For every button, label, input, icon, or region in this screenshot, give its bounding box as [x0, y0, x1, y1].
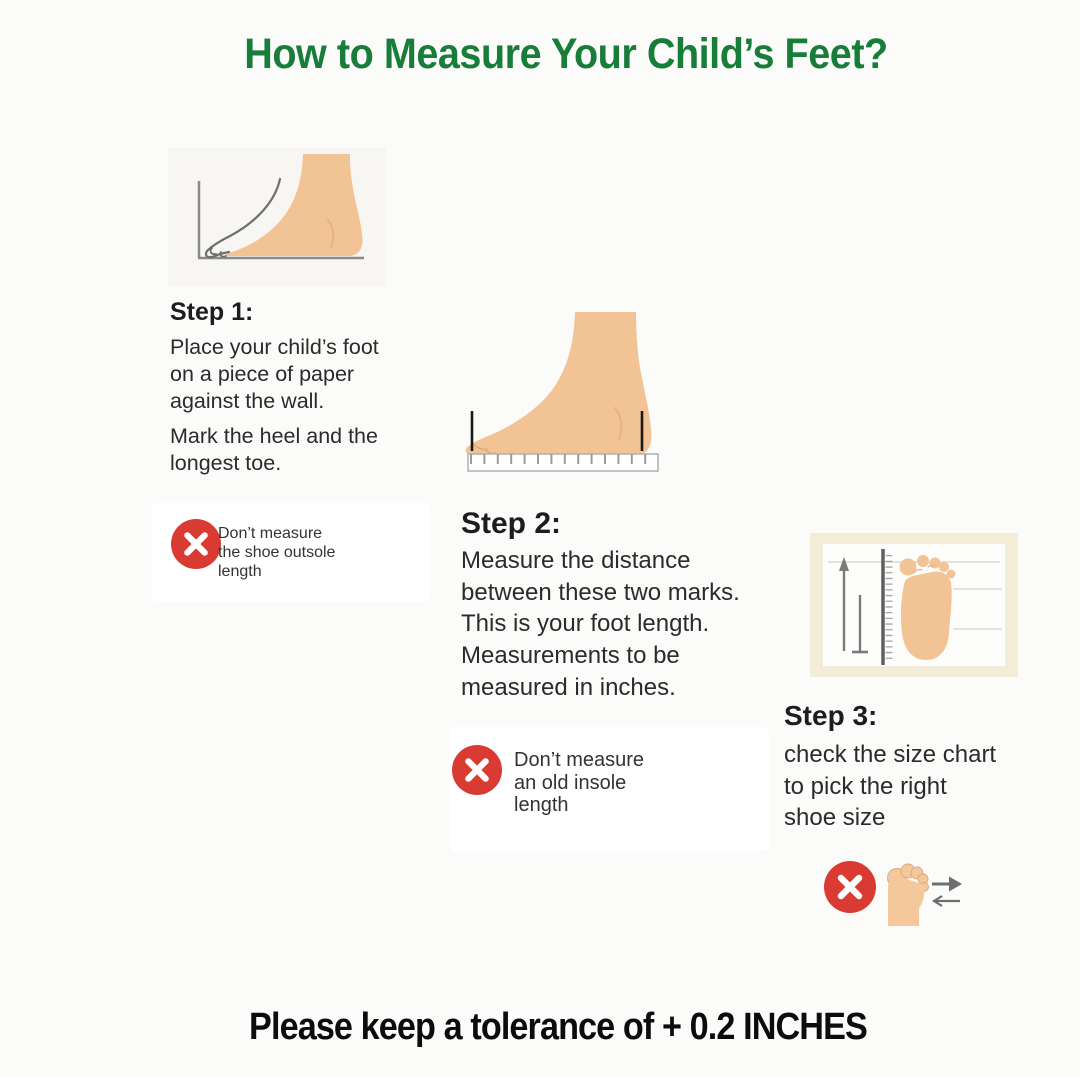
step-1-warning-text: Don’t measure the shoe outsole length [218, 524, 335, 581]
tolerance-note: Please keep a tolerance of + 0.2 INCHES [249, 1006, 868, 1048]
page-title: How to Measure Your Child’s Feet? [244, 30, 888, 78]
step-2-instruction-line: Measurements to be [461, 642, 680, 670]
step-2-instruction-line: between these two marks. [461, 578, 740, 606]
step-3-instruction-line: check the size chart [784, 741, 997, 768]
step-2-warning-card [449, 727, 769, 851]
step-2-warning-text: Don’t measure an old insole length [514, 749, 644, 817]
step-1-illustration-foot-against-wall [168, 148, 386, 286]
foot-sole-shape [899, 555, 956, 660]
step-2-heading: Step 2: [461, 507, 562, 540]
foot-toes-icon [887, 863, 929, 926]
warning-line: an old insole [514, 771, 627, 794]
step-2-instruction-line: This is your foot length. [461, 610, 710, 638]
x-circle-icon [452, 745, 502, 795]
warning-line: length [218, 563, 262, 580]
step-1-instruction-line: Place your child’s foot [170, 335, 379, 359]
step-3-heading: Step 3: [784, 700, 878, 731]
step-3-illustration-measuring-board [810, 533, 1018, 677]
x-circle-icon [824, 861, 876, 913]
step-3-instruction-line: to pick the right [784, 772, 947, 800]
step-1-instructions-2: Mark the heel and the longest toe. [170, 423, 378, 477]
step-3-instructions: check the size chart to pick the right s… [784, 739, 996, 834]
step-2-instructions: Measure the distance between these two m… [461, 545, 740, 704]
step-1-instructions: Place your child’s foot on a piece of pa… [170, 334, 379, 415]
step-3-instruction-line: shoe size [784, 804, 886, 831]
step-1-instruction-line: against the wall. [170, 389, 325, 413]
step-2-instruction-line: Measure the distance [461, 547, 691, 574]
warning-line: Don’t measure [218, 525, 323, 542]
warning-line: the shoe outsole [218, 544, 336, 561]
warning-line: length [514, 794, 569, 816]
step-1-instruction-line: longest toe. [170, 451, 282, 475]
warning-line: Don’t measure [514, 749, 645, 771]
right-left-arrows-icon [931, 876, 962, 907]
step-1-heading: Step 1: [170, 298, 254, 326]
x-circle-icon [171, 519, 221, 569]
step-1-instruction-line: Mark the heel and the [170, 424, 378, 448]
step-1-instruction-line: on a piece of paper [170, 362, 355, 386]
step-2-illustration-foot-on-ruler [465, 312, 659, 472]
step-2-instruction-line: measured in inches. [461, 673, 676, 701]
